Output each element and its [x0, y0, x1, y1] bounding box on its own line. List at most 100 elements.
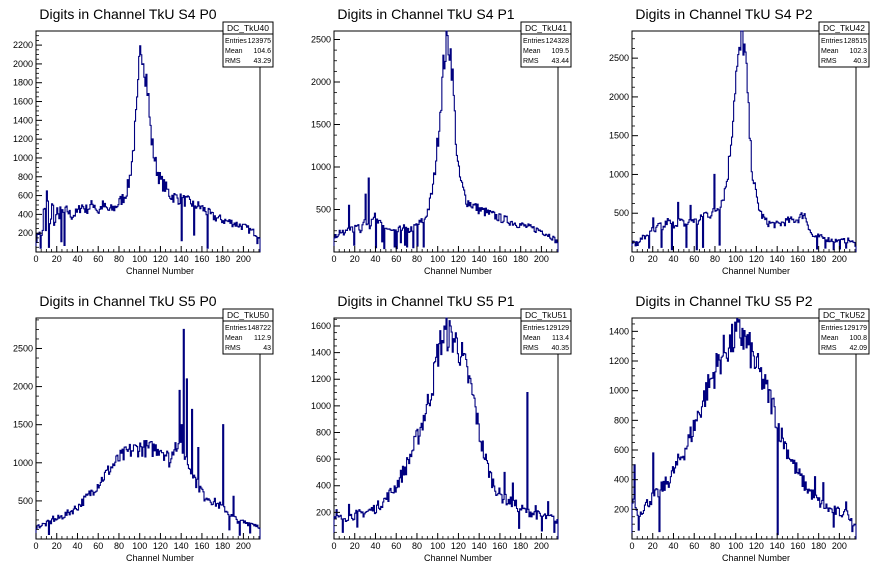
- stats-name: DC_TkU42: [823, 23, 865, 33]
- x-tick-label: 60: [391, 254, 401, 264]
- stats-box-frame: [818, 21, 870, 68]
- histogram-panel-3: Digits in Channel TkU S4 P2 0 20 40 60 80 100 1…: [609, 6, 870, 276]
- x-tick-label: 80: [412, 541, 422, 551]
- x-tick-label: 140: [472, 541, 487, 551]
- x-tick-label: 180: [513, 541, 528, 551]
- x-tick-label: 0: [33, 541, 38, 551]
- x-tick-label: 120: [749, 254, 764, 264]
- y-tick-label: 1500: [609, 131, 629, 141]
- x-tick-label: 40: [668, 541, 678, 551]
- stats-rms-label: RMS: [821, 345, 837, 352]
- y-tick-label: 200: [18, 228, 33, 238]
- stats-box: DC_TkU41 Entries 124328 Mean 109.5 RMS 43.44: [520, 21, 572, 68]
- histogram-panel-1: Digits in Channel TkU S4 P0 0 20 40 60 80 100 1…: [13, 6, 274, 276]
- y-tick-label: 800: [316, 427, 331, 437]
- stats-mean-value: 112.9: [254, 335, 271, 342]
- x-tick-label: 60: [689, 254, 699, 264]
- y-tick-label: 1200: [609, 356, 629, 366]
- x-axis-label: Channel Number: [722, 266, 790, 276]
- histogram-line: [631, 30, 857, 252]
- stats-entries-label: Entries: [225, 325, 247, 332]
- x-tick-label: 20: [350, 541, 360, 551]
- y-tick-label: 400: [316, 481, 331, 491]
- x-tick-label: 20: [648, 254, 658, 264]
- x-tick-label: 180: [811, 254, 826, 264]
- y-tick-label: 1000: [609, 169, 629, 179]
- x-tick-label: 60: [391, 541, 401, 551]
- y-tick-label: 2200: [13, 40, 33, 50]
- x-tick-label: 160: [790, 541, 805, 551]
- x-tick-label: 0: [331, 254, 336, 264]
- histogram-panel-6: Digits in Channel TkU S5 P2 0 20 40 60 80 100 1…: [609, 293, 870, 563]
- histogram-line: [333, 317, 559, 539]
- stats-entries-value: 148722: [248, 325, 271, 332]
- y-tick-label: 2000: [13, 59, 33, 69]
- stats-rms-value: 43.29: [253, 58, 271, 65]
- chart-title: Digits in Channel TkU S5 P1: [337, 293, 514, 309]
- x-tick-label: 0: [629, 541, 634, 551]
- x-tick-label: 20: [648, 541, 658, 551]
- y-tick-label: 500: [316, 205, 331, 215]
- stats-box-frame: [222, 308, 274, 355]
- x-tick-label: 60: [689, 541, 699, 551]
- x-tick-label: 140: [770, 541, 785, 551]
- stats-mean-value: 104.6: [253, 48, 271, 55]
- x-tick-label: 120: [153, 254, 168, 264]
- y-tick-label: 2500: [13, 343, 33, 353]
- stats-mean-value: 100.8: [849, 335, 867, 342]
- y-tick-label: 1000: [13, 458, 33, 468]
- x-tick-label: 160: [194, 254, 209, 264]
- y-tick-label: 1400: [311, 348, 331, 358]
- x-tick-label: 40: [370, 541, 380, 551]
- chart-title: Digits in Channel TkU S4 P1: [337, 6, 514, 22]
- stats-rms-value: 40.35: [551, 345, 569, 352]
- stats-box-frame: [520, 21, 572, 68]
- x-tick-label: 140: [770, 254, 785, 264]
- x-tick-label: 200: [832, 254, 847, 264]
- x-axis-label: Channel Number: [424, 266, 492, 276]
- stats-entries-label: Entries: [225, 38, 247, 45]
- stats-mean-value: 102.3: [849, 48, 867, 55]
- chart-title: Digits in Channel TkU S5 P2: [635, 293, 812, 309]
- x-tick-label: 180: [513, 254, 528, 264]
- y-tick-label: 500: [18, 496, 33, 506]
- x-tick-label: 160: [194, 541, 209, 551]
- x-tick-label: 80: [412, 254, 422, 264]
- y-tick-label: 1800: [13, 78, 33, 88]
- stats-name: DC_TkU52: [823, 310, 865, 320]
- y-tick-label: 1000: [13, 153, 33, 163]
- stats-entries-label: Entries: [821, 325, 843, 332]
- x-tick-label: 160: [492, 541, 507, 551]
- stats-box: DC_TkU40 Entries 123975 Mean 104.6 RMS 43.29: [222, 21, 274, 68]
- stats-name: DC_TkU51: [525, 310, 567, 320]
- stats-mean-value: 109.5: [551, 48, 569, 55]
- stats-box: DC_TkU51 Entries 129129 Mean 113.4 RMS 40.35: [520, 308, 572, 355]
- stats-entries-label: Entries: [523, 325, 545, 332]
- x-tick-label: 140: [174, 541, 189, 551]
- x-tick-label: 20: [52, 541, 62, 551]
- y-tick-label: 400: [18, 209, 33, 219]
- chart-title: Digits in Channel TkU S5 P0: [39, 293, 216, 309]
- stats-rms-label: RMS: [821, 58, 837, 65]
- x-axis-label: Channel Number: [126, 553, 194, 563]
- stats-name: DC_TkU40: [227, 23, 269, 33]
- stats-mean-label: Mean: [225, 335, 243, 342]
- y-tick-label: 2500: [311, 35, 331, 45]
- stats-mean-value: 113.4: [552, 335, 569, 342]
- x-tick-label: 140: [174, 254, 189, 264]
- x-tick-label: 120: [749, 541, 764, 551]
- stats-name: DC_TkU50: [227, 310, 269, 320]
- stats-entries-label: Entries: [821, 38, 843, 45]
- stats-rms-value: 43: [263, 345, 271, 352]
- y-tick-label: 500: [614, 208, 629, 218]
- stats-rms-value: 42.09: [849, 345, 867, 352]
- x-tick-label: 80: [114, 541, 124, 551]
- stats-rms-value: 43.44: [551, 58, 569, 65]
- x-tick-label: 200: [534, 541, 549, 551]
- stats-mean-label: Mean: [523, 335, 541, 342]
- x-axis-label: Channel Number: [424, 553, 492, 563]
- x-tick-label: 100: [132, 254, 147, 264]
- histogram-line: [35, 328, 261, 539]
- y-tick-label: 1200: [311, 374, 331, 384]
